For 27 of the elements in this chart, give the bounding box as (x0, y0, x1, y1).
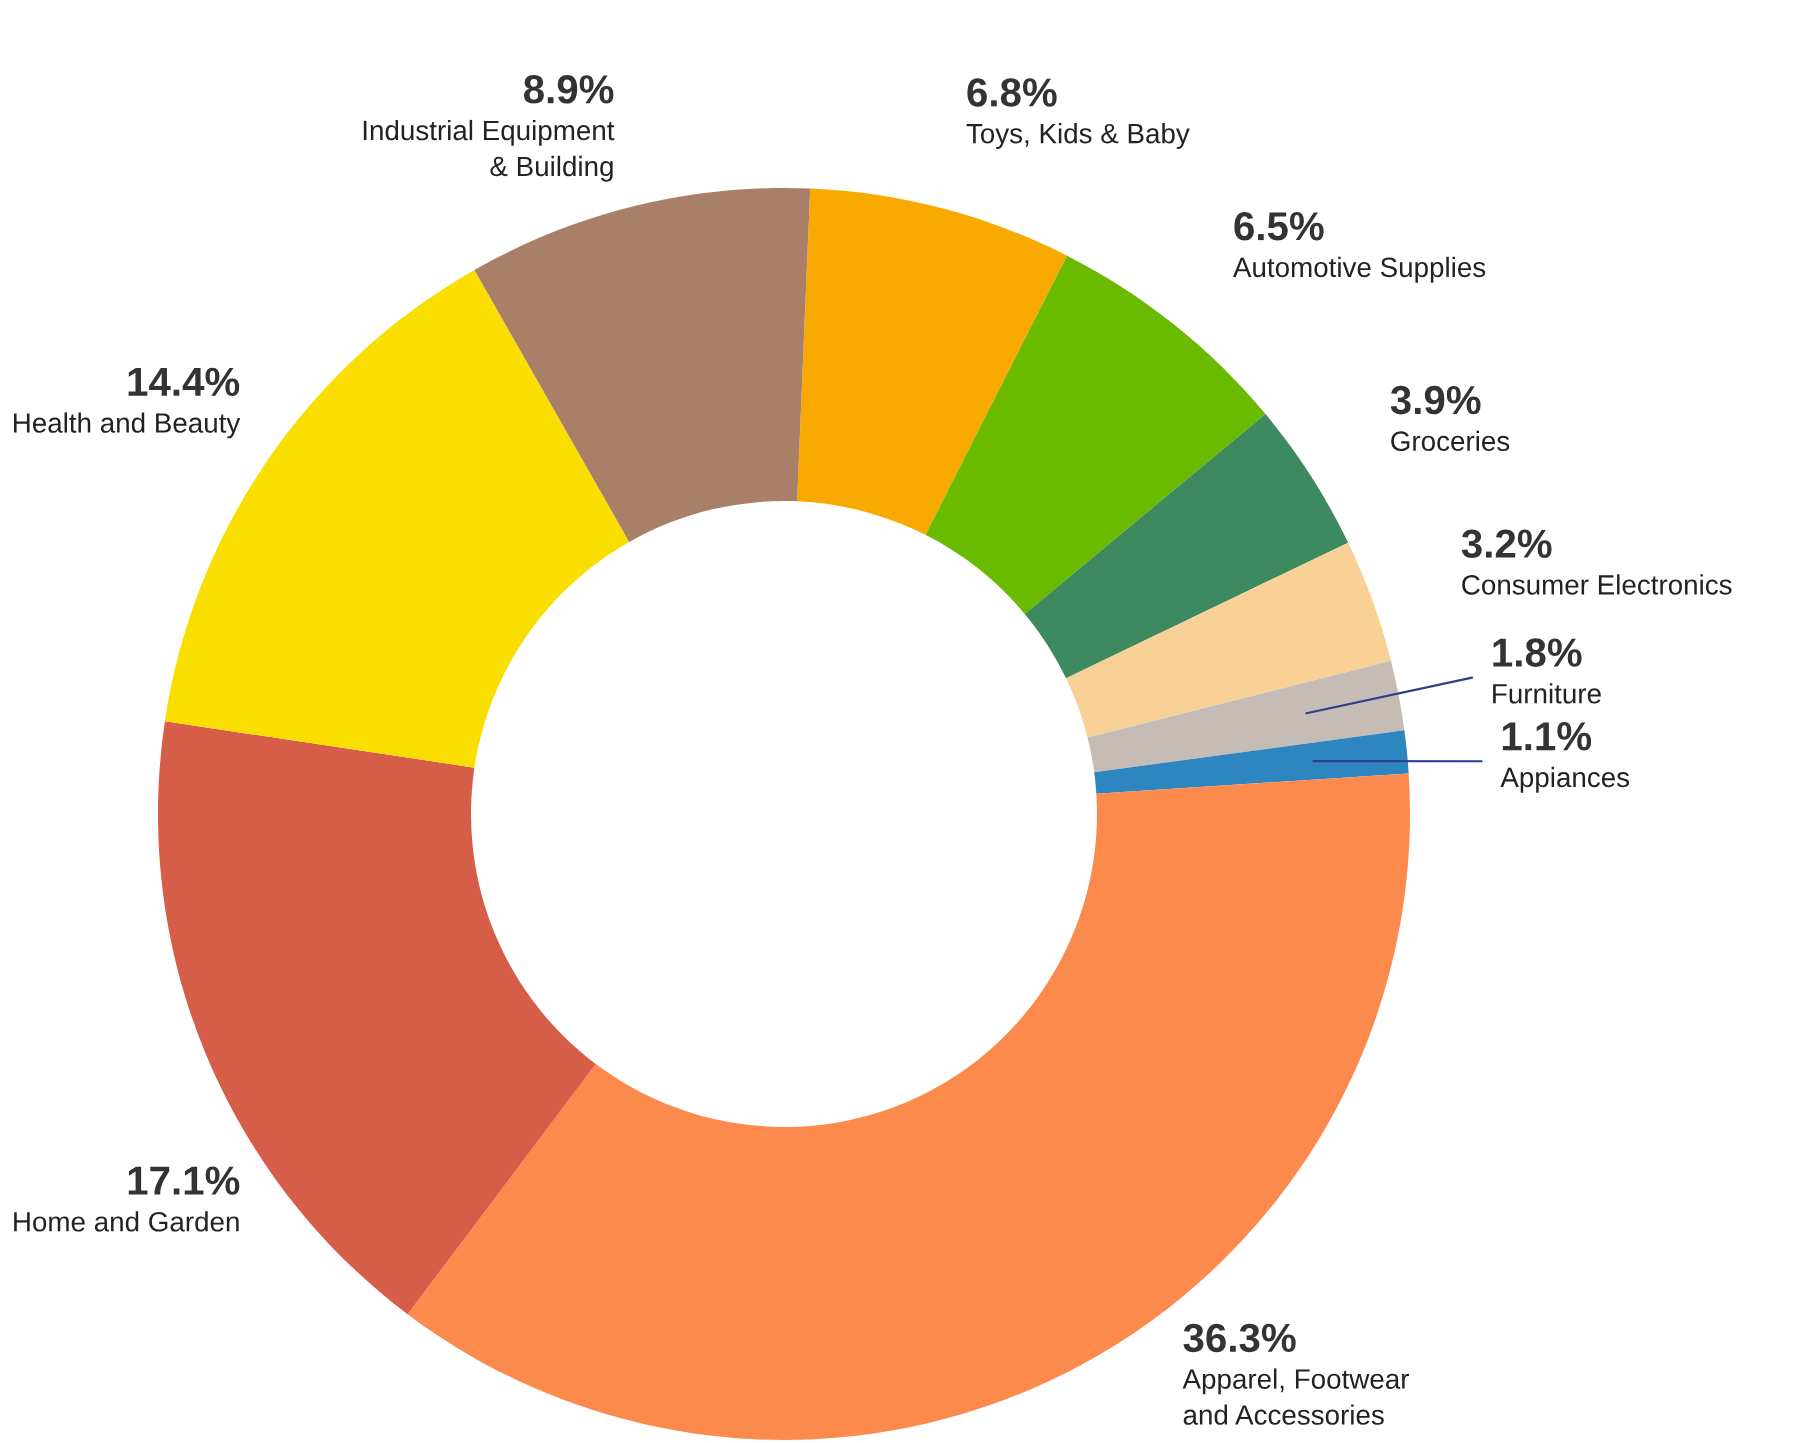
slice-label: Home and Garden (14, 1211, 239, 1232)
data-label: 3.2% (1461, 529, 1552, 559)
data-label: 6.5% (1234, 211, 1324, 241)
donut-slice (1094, 730, 1409, 794)
donut-slice (1066, 542, 1391, 738)
data-label: 1.1% (1502, 722, 1592, 751)
slice-label: Consumer Electronics (1462, 574, 1732, 595)
donut-slice (1087, 660, 1405, 773)
slice-label: Furniture (1493, 683, 1601, 704)
donut-slice (1024, 413, 1349, 679)
slice-label: Apparel, Footwear and Accessories (1182, 1368, 1410, 1425)
data-label: 8.9% (523, 75, 614, 104)
data-label: 1.8% (1493, 638, 1582, 667)
slice-label: Toys, Kids & Baby (966, 123, 1190, 149)
data-label: 6.8% (967, 78, 1057, 107)
slice-label: Automotive Supplies (1232, 256, 1486, 283)
data-label: 17.1% (128, 1166, 240, 1195)
data-label: 3.9% (1390, 385, 1481, 415)
slice-label: Health and Beauty (14, 412, 241, 439)
data-label: 36.3% (1183, 1323, 1296, 1353)
data-label: 14.4% (128, 367, 240, 397)
donut-slice (407, 773, 1410, 1440)
donut-slice (797, 188, 1068, 535)
slice-label: Groceries (1391, 430, 1510, 452)
donut-slice (474, 188, 811, 542)
slice-label: Appiances (1500, 766, 1630, 793)
slice-label: Industrial Equipment & Building (363, 119, 615, 182)
